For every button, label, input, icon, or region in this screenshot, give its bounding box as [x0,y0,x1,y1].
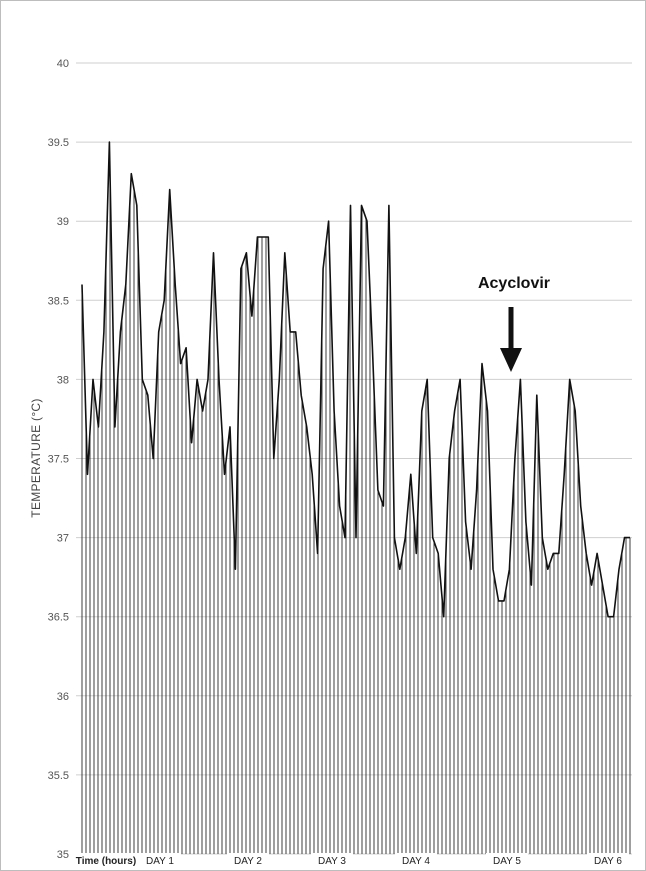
x-tick-labels: Time (hours) DAY 1 DAY 2 DAY 3 DAY 4 DAY 5 DAY… [72,853,629,867]
x-tick-label-background [227,853,269,867]
y-tick-label: 40 [57,58,69,70]
y-tick-label: 35.5 [48,770,69,782]
y-tick-labels: 35 35.5 36 36.5 37 37.5 38 38.5 39 39.5 40 [48,58,69,861]
x-tick-label: DAY 1 [146,856,174,867]
x-tick-label-background [486,853,528,867]
x-tick-label: DAY 4 [402,856,430,867]
hatch-fill [81,173,631,854]
y-tick-label: 37 [57,533,69,545]
x-tick-label-background [139,853,181,867]
x-tick-label-background [72,853,140,867]
acyclovir-annotation: Acyclovir [478,275,550,292]
x-tick-label: DAY 2 [234,856,262,867]
series-line [81,141,630,618]
x-tick-label: DAY 3 [318,856,346,867]
x-tick-label-background [587,853,629,867]
y-tick-label: 36.5 [48,612,69,624]
y-tick-label: 37.5 [48,454,69,466]
chart-title-area [74,16,590,52]
x-axis-label: Time (hours) [76,856,136,867]
x-tick-label-background [395,853,437,867]
y-tick-label: 38 [57,374,69,386]
y-tick-label: 39 [57,216,69,228]
y-tick-label: 36 [57,691,69,703]
y-tick-label: 39.5 [48,137,69,149]
x-tick-label: DAY 6 [594,856,622,867]
down-arrow-icon [500,307,522,372]
x-tick-label: DAY 5 [493,856,521,867]
y-tick-label: 35 [57,849,69,861]
y-tick-label: 38.5 [48,295,69,307]
x-tick-label-background [311,853,353,867]
y-axis-label: TEMPERATURE (°C) [29,398,43,517]
